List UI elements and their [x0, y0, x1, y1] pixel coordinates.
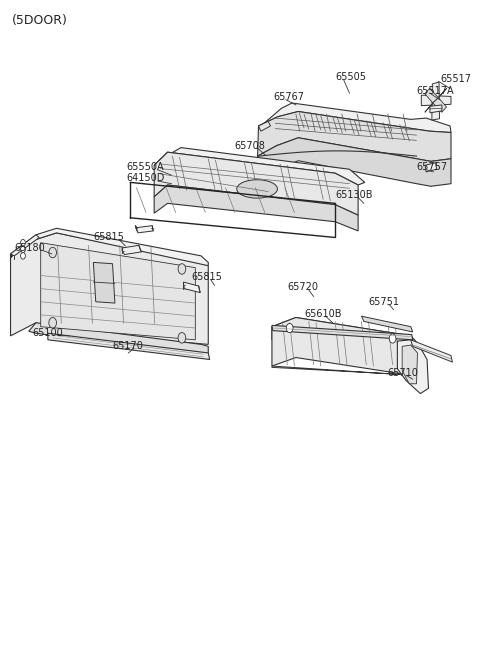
Text: 65767: 65767	[273, 92, 304, 102]
Polygon shape	[41, 243, 195, 340]
Ellipse shape	[237, 180, 277, 198]
Circle shape	[49, 318, 57, 328]
Circle shape	[389, 334, 396, 343]
Text: 64150D: 64150D	[127, 173, 165, 184]
Polygon shape	[154, 152, 358, 215]
Polygon shape	[425, 89, 439, 103]
Text: (5DOOR): (5DOOR)	[12, 14, 68, 28]
Text: 65180: 65180	[14, 243, 45, 253]
Polygon shape	[154, 185, 358, 231]
Text: 65751: 65751	[369, 297, 400, 307]
Polygon shape	[402, 345, 418, 384]
Circle shape	[21, 246, 25, 253]
Polygon shape	[411, 340, 453, 362]
Polygon shape	[432, 82, 440, 120]
Polygon shape	[259, 103, 451, 133]
Polygon shape	[183, 282, 200, 293]
Polygon shape	[433, 98, 446, 112]
Circle shape	[178, 264, 186, 274]
Circle shape	[21, 253, 25, 259]
Circle shape	[21, 239, 25, 246]
Polygon shape	[430, 105, 442, 113]
Polygon shape	[154, 148, 365, 185]
Polygon shape	[258, 138, 451, 186]
Text: 65170: 65170	[112, 340, 144, 351]
Polygon shape	[29, 323, 208, 356]
Text: 65550A: 65550A	[127, 162, 165, 173]
Text: 65720: 65720	[287, 282, 318, 293]
Polygon shape	[11, 228, 208, 266]
Polygon shape	[272, 318, 417, 375]
Polygon shape	[272, 325, 413, 340]
Text: 65517A: 65517A	[417, 85, 454, 96]
Polygon shape	[425, 98, 439, 112]
Polygon shape	[421, 95, 451, 106]
Text: 65815: 65815	[93, 232, 124, 243]
Polygon shape	[361, 316, 413, 332]
Polygon shape	[93, 262, 115, 303]
Text: 65130B: 65130B	[335, 190, 372, 200]
Polygon shape	[258, 112, 451, 161]
Polygon shape	[11, 235, 39, 256]
Polygon shape	[135, 226, 153, 233]
Polygon shape	[259, 121, 271, 131]
Circle shape	[178, 333, 186, 343]
Circle shape	[286, 323, 293, 333]
Polygon shape	[425, 163, 437, 172]
Polygon shape	[397, 340, 429, 394]
Text: 65710: 65710	[388, 367, 419, 378]
Text: 65505: 65505	[335, 72, 366, 83]
Polygon shape	[48, 333, 210, 359]
Text: 65708: 65708	[235, 140, 265, 151]
Polygon shape	[272, 318, 417, 349]
Text: 65815: 65815	[192, 272, 222, 282]
Polygon shape	[122, 245, 141, 255]
Polygon shape	[433, 89, 446, 103]
Text: 65757: 65757	[417, 162, 448, 173]
Polygon shape	[11, 233, 208, 344]
Circle shape	[49, 247, 57, 258]
Text: 65100: 65100	[33, 327, 63, 338]
Polygon shape	[272, 366, 417, 375]
Text: 65610B: 65610B	[304, 308, 341, 319]
Text: 65517: 65517	[441, 73, 471, 84]
